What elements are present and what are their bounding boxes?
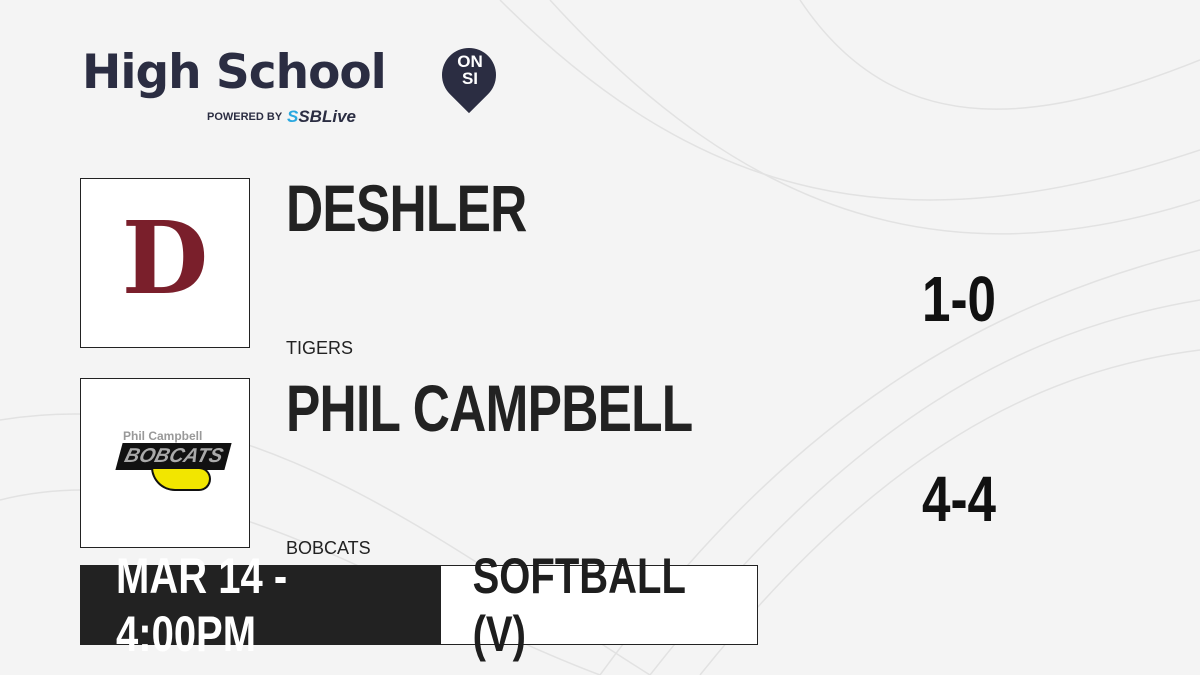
- away-team-mascot: BOBCATS: [286, 538, 371, 558]
- phil-campbell-logo: Phil Campbell BOBCATS: [80, 378, 250, 548]
- sblive-logo: SSBLive: [287, 107, 356, 126]
- deshler-logo: D: [80, 178, 250, 348]
- home-team-mascot: TIGERS: [286, 338, 354, 358]
- game-datetime: MAR 14 - 4:00PM: [80, 548, 440, 662]
- home-team-name: DESHLER: [286, 171, 527, 245]
- away-team-record: 4-4: [922, 463, 996, 535]
- home-team-record: 1-0: [922, 263, 996, 335]
- away-team-name: PHIL CAMPBELL: [286, 371, 693, 445]
- bobcat-icon: [151, 467, 211, 491]
- game-sport: SOFTBALL (V): [440, 548, 758, 662]
